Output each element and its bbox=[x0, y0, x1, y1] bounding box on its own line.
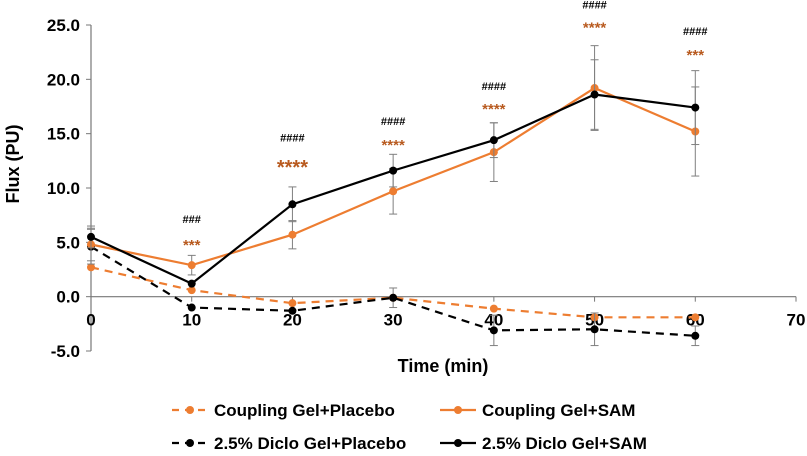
legend-item: Coupling Gel+SAM bbox=[440, 401, 635, 420]
data-point bbox=[288, 306, 297, 315]
data-point bbox=[590, 325, 599, 334]
significance-marker: #### bbox=[582, 0, 606, 12]
legend-label: Coupling Gel+SAM bbox=[482, 401, 635, 420]
x-tick-label: 20 bbox=[283, 311, 302, 330]
significance-marker: #### bbox=[683, 26, 707, 38]
data-point bbox=[691, 331, 700, 340]
legend-item: Coupling Gel+Placebo bbox=[172, 401, 395, 420]
significance-marker: *** bbox=[687, 47, 705, 64]
legend-label: 2.5% Diclo Gel+SAM bbox=[482, 434, 647, 453]
data-point bbox=[288, 230, 297, 239]
data-point bbox=[691, 103, 700, 112]
axes: -5.00.05.010.015.020.025.001020304050607… bbox=[47, 16, 806, 361]
legend: Coupling Gel+Placebo Coupling Gel+SAM 2.5%… bbox=[172, 401, 647, 453]
significance-marker: #### bbox=[482, 81, 506, 93]
y-tick-label: -5.0 bbox=[51, 342, 80, 361]
data-point bbox=[288, 200, 297, 209]
series-2-5-diclo-gel-placebo bbox=[87, 228, 700, 347]
data-point bbox=[489, 304, 498, 313]
data-point bbox=[489, 326, 498, 335]
data-point bbox=[288, 299, 297, 308]
legend-swatch-marker bbox=[454, 439, 462, 447]
y-tick-label: 5.0 bbox=[56, 233, 80, 252]
x-tick-label: 30 bbox=[384, 311, 403, 330]
legend-swatch-marker bbox=[186, 439, 194, 447]
data-point bbox=[87, 263, 95, 272]
x-tick-label: 10 bbox=[182, 311, 201, 330]
data-point bbox=[187, 286, 196, 295]
significance-marker: ### bbox=[183, 214, 201, 226]
data-point bbox=[389, 293, 398, 302]
significance-marker: **** bbox=[277, 157, 308, 179]
significance-annotations: ### *** #### **** #### **** #### **** #### **** ##… bbox=[183, 0, 708, 254]
data-point bbox=[590, 90, 599, 99]
legend-item: 2.5% Diclo Gel+Placebo bbox=[172, 434, 406, 453]
data-point bbox=[691, 313, 700, 322]
x-axis-title: Time (min) bbox=[398, 356, 489, 376]
data-point bbox=[187, 279, 196, 288]
significance-marker: *** bbox=[183, 237, 201, 254]
series-2-5-diclo-gel-sam bbox=[87, 59, 700, 288]
x-tick-label: 70 bbox=[787, 311, 806, 330]
significance-marker: **** bbox=[482, 101, 506, 118]
significance-marker: #### bbox=[381, 116, 405, 128]
data-point bbox=[187, 261, 196, 270]
y-axis-title: Flux (PU) bbox=[3, 124, 23, 203]
legend-label: 2.5% Diclo Gel+Placebo bbox=[214, 434, 406, 453]
y-tick-label: 10.0 bbox=[47, 179, 80, 198]
y-tick-label: 0.0 bbox=[56, 288, 80, 307]
significance-marker: **** bbox=[583, 20, 607, 37]
data-point bbox=[489, 136, 498, 145]
y-tick-label: 20.0 bbox=[47, 70, 80, 89]
legend-swatch-marker bbox=[454, 406, 462, 414]
significance-marker: **** bbox=[381, 137, 405, 154]
series-group bbox=[87, 45, 700, 347]
y-tick-label: 25.0 bbox=[47, 16, 80, 35]
y-tick-label: 15.0 bbox=[47, 125, 80, 144]
x-tick-label: 0 bbox=[86, 311, 95, 330]
legend-swatch-marker bbox=[186, 406, 194, 414]
legend-item: 2.5% Diclo Gel+SAM bbox=[440, 434, 647, 453]
legend-label: Coupling Gel+Placebo bbox=[214, 401, 395, 420]
data-point bbox=[389, 187, 398, 196]
data-point bbox=[187, 303, 196, 312]
data-point bbox=[389, 166, 398, 175]
significance-marker: #### bbox=[280, 132, 304, 144]
data-point bbox=[87, 232, 95, 241]
